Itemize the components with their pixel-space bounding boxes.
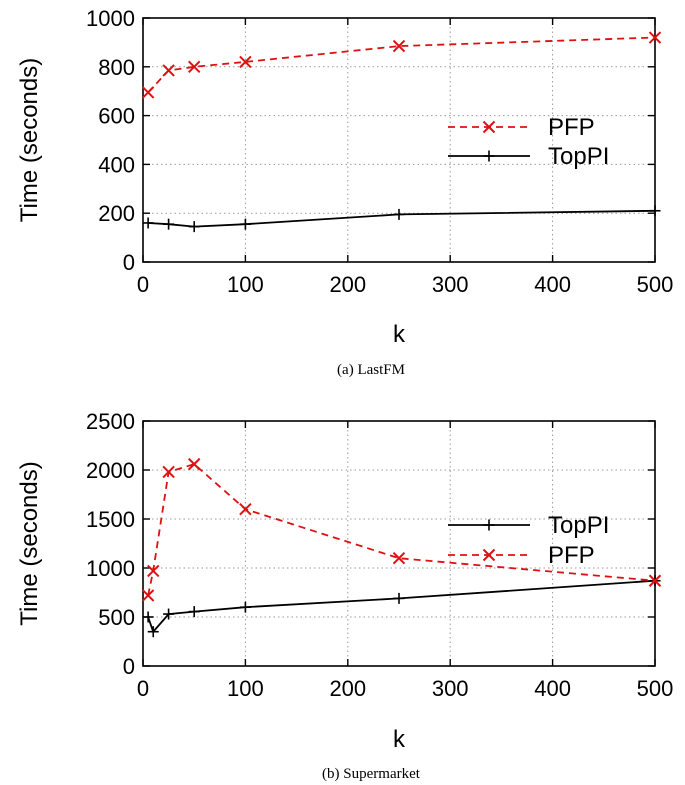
y-tick-label: 0	[123, 250, 135, 275]
y-tick-label: 1500	[86, 507, 135, 532]
data-point-toppi	[142, 611, 154, 623]
data-point-pfp	[141, 589, 155, 602]
data-point-pfp	[162, 64, 175, 77]
series-line-pfp	[147, 36, 656, 94]
chart-caption: (a) LastFM	[337, 362, 405, 378]
data-point-toppi	[142, 217, 154, 229]
x-tick-label: 0	[137, 676, 149, 701]
y-tick-label: 200	[98, 201, 135, 226]
data-point-pfp	[648, 574, 662, 587]
data-point-toppi	[393, 208, 405, 220]
y-tick-label: 500	[98, 605, 135, 630]
legend-marker-toppi	[483, 150, 495, 162]
plot-frame	[142, 420, 656, 667]
data-point-pfp	[147, 564, 160, 578]
legend-label-pfp: PFP	[548, 114, 595, 141]
legend-marker-pfp	[482, 548, 496, 562]
y-axis-label: Time (seconds)	[16, 461, 43, 625]
x-tick-label: 300	[432, 272, 469, 297]
y-tick-label: 1000	[86, 556, 135, 581]
data-point-toppi	[393, 592, 405, 604]
x-tick-label: 100	[227, 676, 264, 701]
legend-marker-toppi	[483, 519, 495, 531]
y-tick-label: 800	[98, 55, 135, 80]
chart-caption: (b) Supermarket	[322, 766, 421, 782]
y-axis-label: Time (seconds)	[16, 58, 43, 222]
x-tick-label: 200	[329, 676, 366, 701]
x-tick-label: 0	[137, 272, 149, 297]
x-tick-label: 100	[227, 272, 264, 297]
x-axis-label: k	[393, 726, 406, 753]
chart-lastfm: 0 100 200 300 400 500 0 200 400 600 800 1000 k Time (…	[16, 6, 673, 378]
data-point-pfp	[392, 39, 406, 53]
data-point-pfp	[162, 465, 175, 479]
data-point-toppi	[163, 218, 175, 230]
data-point-pfp	[141, 86, 155, 99]
data-point-toppi	[188, 221, 200, 233]
data-point-pfp	[392, 551, 406, 565]
data-point-pfp	[187, 457, 201, 471]
series-line-toppi	[147, 579, 656, 634]
data-point-toppi	[188, 606, 200, 618]
legend-label-toppi: TopPI	[548, 512, 609, 539]
x-tick-label: 500	[637, 676, 674, 701]
x-tick-label: 300	[432, 676, 469, 701]
y-tick-label: 0	[123, 654, 135, 679]
y-tick-label: 2500	[86, 409, 135, 434]
x-tick-label: 500	[637, 272, 674, 297]
y-tick-label: 1000	[86, 6, 135, 31]
data-point-toppi	[649, 205, 661, 217]
x-tick-label: 400	[534, 676, 571, 701]
x-tick-label: 400	[534, 272, 571, 297]
data-point-toppi	[147, 626, 159, 638]
data-point-toppi	[239, 601, 251, 613]
data-point-toppi	[239, 218, 251, 230]
data-point-pfp	[187, 60, 201, 74]
y-tick-label: 2000	[86, 458, 135, 483]
y-tick-label: 600	[98, 104, 135, 129]
legend-label-pfp: PFP	[548, 542, 595, 569]
legend-marker-pfp	[482, 120, 496, 134]
data-point-toppi	[163, 608, 175, 620]
data-point-pfp	[239, 502, 252, 516]
x-tick-label: 200	[329, 272, 366, 297]
y-tick-label: 400	[98, 152, 135, 177]
data-point-pfp	[239, 55, 252, 69]
plot-frame	[142, 17, 656, 263]
data-point-pfp	[648, 31, 662, 44]
chart-supermarket: 0 100 200 300 400 500 0 500 1000 1500 2000 2500 k Tim…	[16, 409, 673, 782]
legend-label-toppi: TopPI	[548, 143, 609, 170]
x-axis-label: k	[393, 321, 406, 348]
